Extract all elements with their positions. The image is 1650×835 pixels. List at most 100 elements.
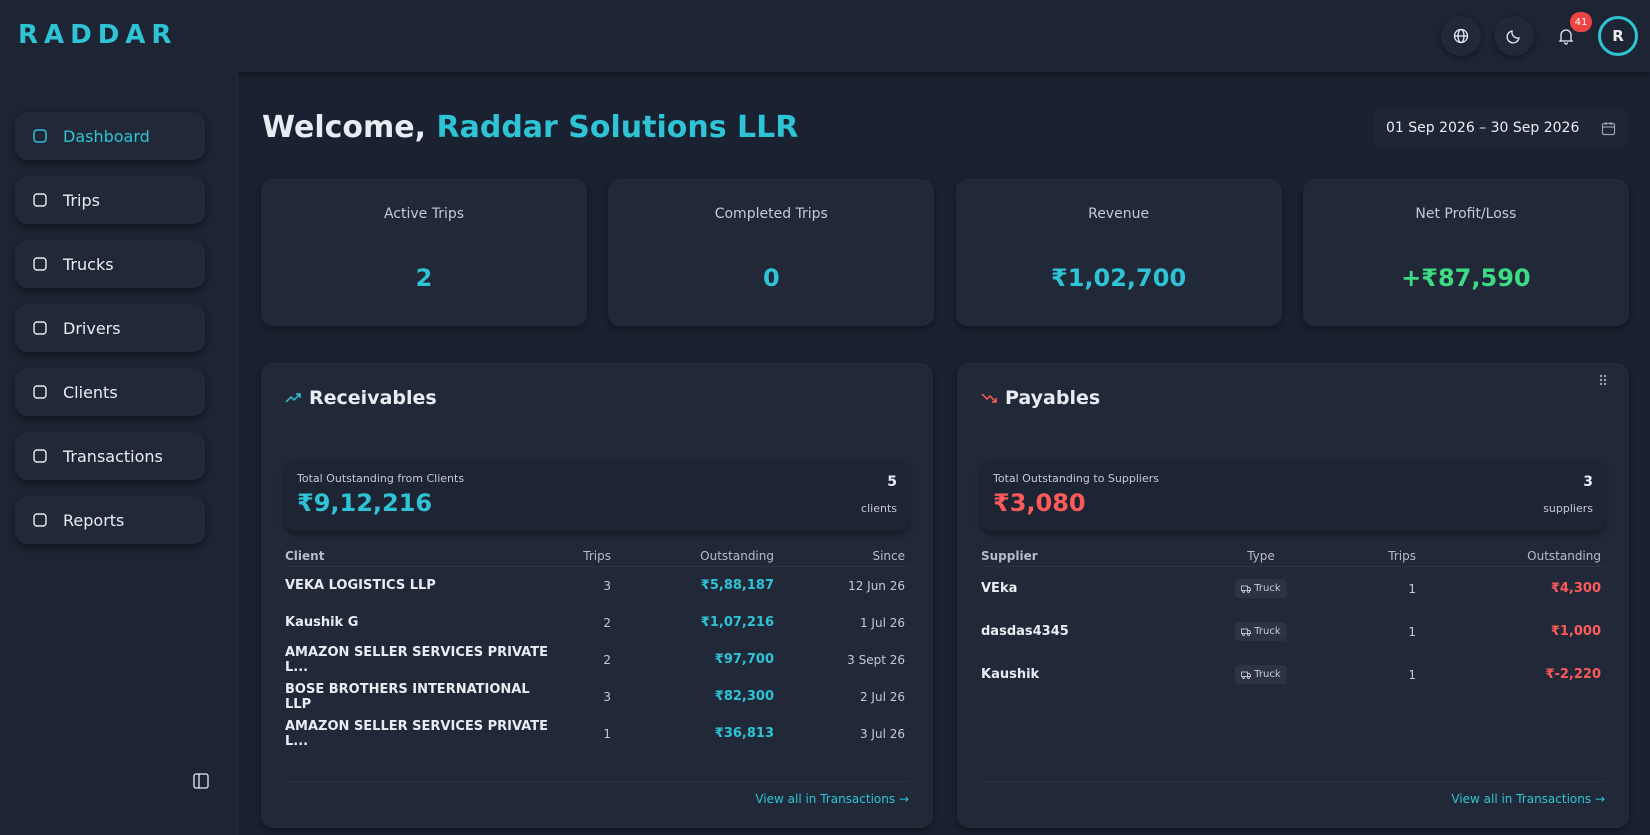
- table-row[interactable]: Kaushik Truck 1 ₹-2,220: [981, 653, 1605, 696]
- nav-item[interactable]: Trips: [15, 176, 205, 224]
- panel-title: Payables: [981, 387, 1100, 409]
- column-header: Outstanding: [1527, 548, 1601, 563]
- cell: 3: [603, 578, 611, 593]
- stat-card: Revenue ₹1,02,700: [955, 179, 1282, 326]
- cell: 1: [603, 726, 611, 741]
- stat-card: Active Trips 2: [261, 179, 587, 326]
- stat-value: +₹87,590: [1401, 264, 1531, 292]
- nav-label: Transactions: [63, 446, 163, 466]
- notification-badge: 41: [1570, 12, 1592, 32]
- receivables-panel: Receivables Total Outstanding from Client…: [261, 363, 933, 828]
- table: Supplier Type Trips Outstanding VEka Truck 1 ₹4…: [981, 545, 1605, 696]
- summary-count: 3: [1583, 474, 1593, 490]
- cell: 1: [1408, 581, 1416, 596]
- column-header: Supplier: [981, 548, 1038, 563]
- stat-value: 2: [415, 264, 433, 292]
- cell: 3: [603, 689, 611, 704]
- stat-card: Net Profit/Loss +₹87,590: [1302, 179, 1629, 326]
- cell: dasdas4345: [981, 624, 1069, 639]
- table-header: Client Trips Outstanding Since: [285, 545, 909, 567]
- notifications-button[interactable]: [1546, 16, 1586, 56]
- table-row[interactable]: dasdas4345 Truck 1 ₹1,000: [981, 610, 1605, 653]
- stat-label: Completed Trips: [714, 206, 828, 222]
- theme-button[interactable]: [1494, 16, 1534, 56]
- table-header: Supplier Type Trips Outstanding: [981, 545, 1605, 567]
- nav-item[interactable]: Dashboard: [15, 112, 205, 160]
- table-row[interactable]: Kaushik G 2 ₹1,07,216 1 Jul 26: [285, 604, 909, 641]
- cell: 2: [603, 615, 611, 630]
- cell: Kaushik G: [285, 615, 359, 630]
- stat-value: 0: [762, 264, 780, 292]
- table-body: VEka Truck 1 ₹4,300 dasdas4345 Truck 1 ₹1,000 Ka…: [981, 567, 1605, 696]
- cell: ₹97,700: [714, 652, 774, 667]
- cell: AMAZON SELLER SERVICES PRIVATE L...: [285, 718, 548, 749]
- cell: ₹36,813: [714, 726, 774, 741]
- summary-value: ₹3,080: [993, 489, 1086, 517]
- type-badge: Truck: [1235, 579, 1287, 598]
- nav-item[interactable]: Clients: [15, 368, 205, 416]
- nav-item[interactable]: Drivers: [15, 304, 205, 352]
- payables-panel: Payables Total Outstanding to Suppliers ₹3…: [957, 363, 1629, 828]
- stat-label: Revenue: [1088, 206, 1150, 222]
- language-button[interactable]: [1441, 16, 1481, 56]
- table-row[interactable]: AMAZON SELLER SERVICES PRIVATE L... 1 ₹36,…: [285, 715, 909, 752]
- column-header: Trips: [1388, 548, 1416, 563]
- cell: 2: [603, 652, 611, 667]
- summary-count-unit: clients: [861, 502, 897, 515]
- cell: 1: [1408, 624, 1416, 639]
- welcome: Welcome, Raddar Solutions LLR: [262, 110, 798, 145]
- collapse-button[interactable]: [192, 772, 210, 790]
- type-badge: Truck: [1235, 665, 1287, 684]
- cell: BOSE BROTHERS INTERNATIONAL LLP: [285, 681, 530, 712]
- summary-label: Total Outstanding to Suppliers: [993, 472, 1159, 485]
- nav-item[interactable]: Reports: [15, 496, 205, 544]
- column-header: Type: [1247, 548, 1275, 563]
- table-row[interactable]: VEka Truck 1 ₹4,300: [981, 567, 1605, 610]
- avatar[interactable]: R: [1598, 16, 1638, 56]
- stat-value: ₹1,02,700: [1051, 264, 1187, 292]
- stat-card: Completed Trips 0: [608, 179, 935, 326]
- nav-label: Trucks: [63, 254, 114, 274]
- table-row[interactable]: BOSE BROTHERS INTERNATIONAL LLP 3 ₹82,300 2…: [285, 678, 909, 715]
- cell: AMAZON SELLER SERVICES PRIVATE L...: [285, 644, 548, 675]
- date-picker[interactable]: 01 Sep 2026 – 30 Sep 2026: [1374, 108, 1628, 148]
- cell: Truck: [1221, 579, 1301, 598]
- summary-value: ₹9,12,216: [297, 489, 433, 517]
- nav-label: Clients: [63, 382, 118, 402]
- view-all-link[interactable]: View all in Transactions →: [285, 781, 909, 806]
- company-name: Raddar Solutions LLR: [436, 110, 799, 145]
- cell: ₹4,300: [1550, 581, 1601, 596]
- cell: VEka: [981, 581, 1018, 596]
- column-header: Trips: [583, 548, 611, 563]
- cell: 3 Sept 26: [847, 652, 905, 667]
- summary: Total Outstanding from Clients ₹9,12,216 5…: [285, 460, 909, 531]
- cell: Kaushik: [981, 667, 1040, 682]
- logo[interactable]: RADDAR: [18, 20, 178, 50]
- table-row[interactable]: AMAZON SELLER SERVICES PRIVATE L... 2 ₹97,…: [285, 641, 909, 678]
- header: RADDAR 41 R: [0, 0, 1650, 72]
- cell: VEKA LOGISTICS LLP: [285, 578, 436, 593]
- nav-item[interactable]: Trucks: [15, 240, 205, 288]
- view-all-link[interactable]: View all in Transactions →: [981, 781, 1605, 806]
- table: Client Trips Outstanding Since VEKA LOGISTIC…: [285, 545, 909, 752]
- cell: ₹-2,220: [1545, 667, 1601, 682]
- column-header: Since: [872, 548, 905, 563]
- summary-count-unit: suppliers: [1543, 502, 1593, 515]
- panel-title-text: Payables: [1005, 387, 1101, 409]
- stat-label: Net Profit/Loss: [1415, 206, 1517, 222]
- nav-label: Drivers: [63, 318, 121, 338]
- cell: ₹5,88,187: [700, 578, 774, 593]
- cell: ₹1,07,216: [700, 615, 774, 630]
- cell: ₹82,300: [714, 689, 774, 704]
- nav-item[interactable]: Transactions: [15, 432, 205, 480]
- column-header: Outstanding: [700, 548, 774, 563]
- table-row[interactable]: VEKA LOGISTICS LLP 3 ₹5,88,187 12 Jun 26: [285, 567, 909, 604]
- cell: 3 Jul 26: [859, 726, 905, 741]
- greeting: Welcome,: [262, 110, 427, 145]
- date-range: 01 Sep 2026 – 30 Sep 2026: [1386, 120, 1580, 136]
- table-body: VEKA LOGISTICS LLP 3 ₹5,88,187 12 Jun 26 Kau…: [285, 567, 909, 752]
- type-text: Truck: [1254, 583, 1281, 594]
- type-badge: Truck: [1235, 622, 1287, 641]
